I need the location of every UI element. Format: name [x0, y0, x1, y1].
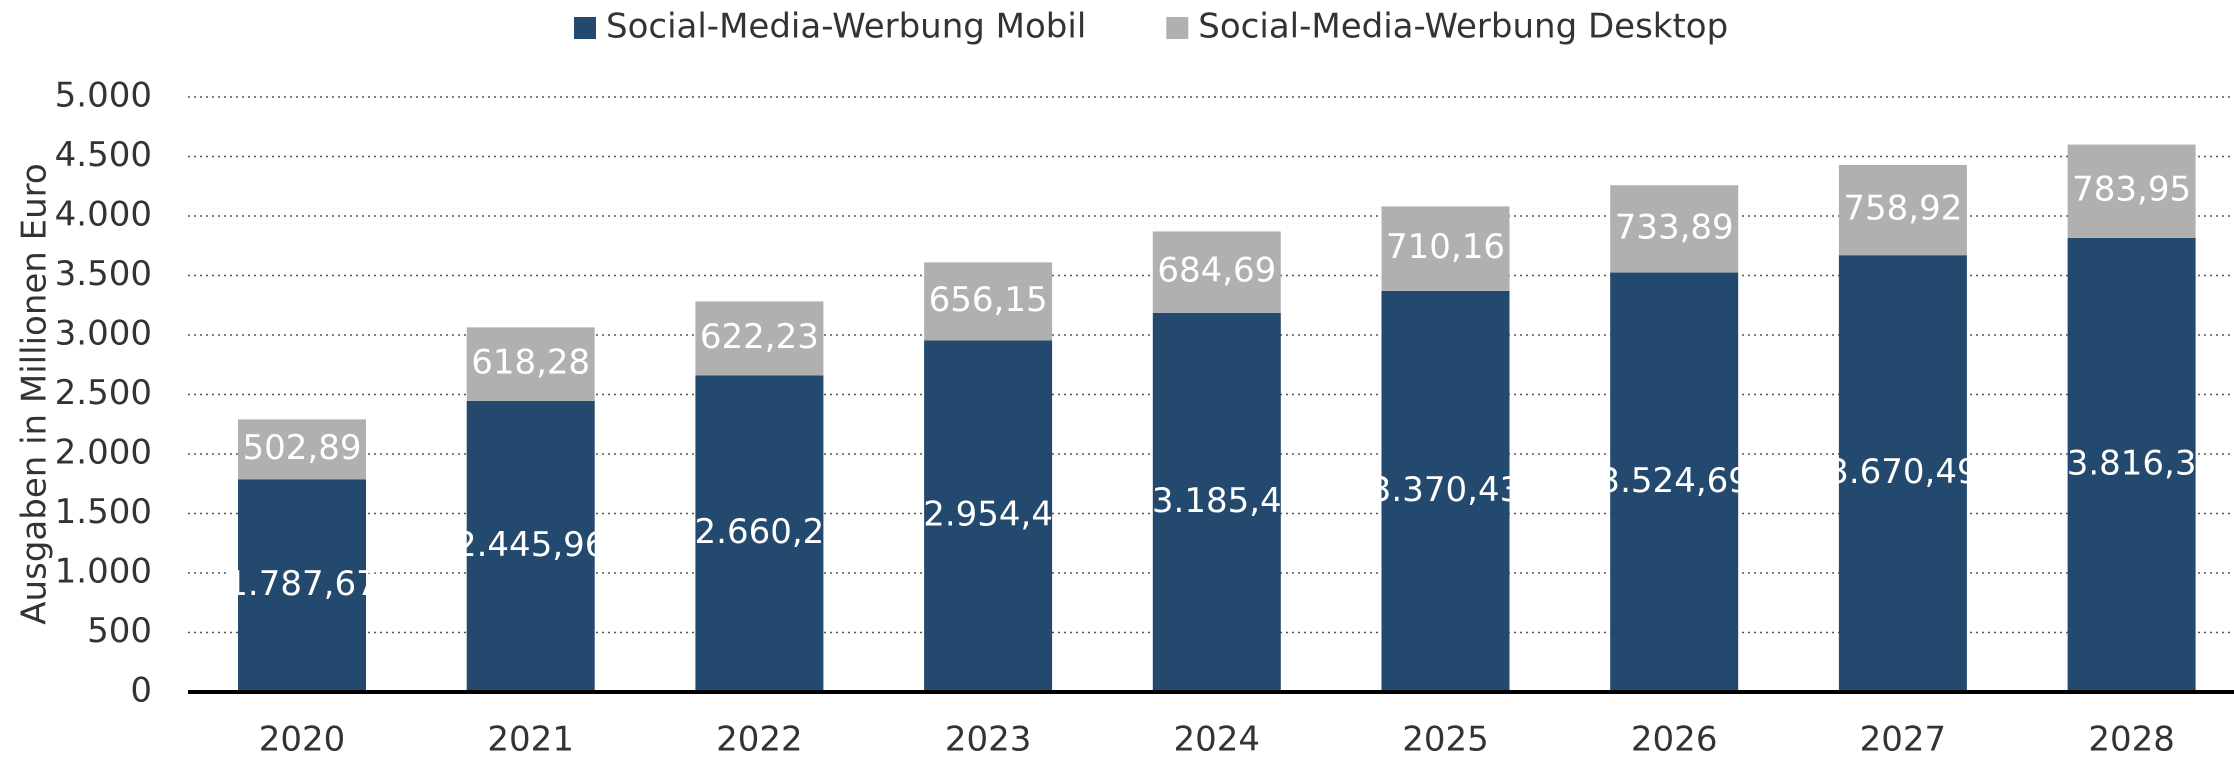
data-label: 733,89 [1615, 207, 1734, 247]
data-label: 684,69 [1157, 251, 1276, 291]
data-label: 758,92 [1843, 189, 1962, 229]
data-label: 3.185,4 [1152, 481, 1282, 521]
y-tick-label: 3.000 [55, 314, 152, 354]
bar-segment [238, 419, 366, 480]
legend-label: Social-Media-Werbung Desktop [1198, 7, 1728, 47]
y-tick-label: 4.000 [55, 195, 152, 235]
x-tick-label: 2024 [1174, 720, 1261, 758]
y-tick-label: 1.500 [55, 492, 152, 532]
bar-segment [466, 327, 595, 401]
data-label: 622,23 [700, 317, 819, 357]
y-tick-label: 1.000 [55, 552, 152, 592]
x-tick-label: 2027 [1860, 720, 1947, 758]
data-label: 1.787,67 [226, 564, 377, 604]
data-label: 3.370,43 [1370, 470, 1521, 510]
data-label: 3.524,69 [1598, 461, 1749, 501]
x-tick-label: 2021 [487, 720, 574, 758]
x-tick-label: 2028 [2088, 720, 2175, 758]
y-tick-label: 500 [87, 611, 152, 651]
bar-segment [1610, 272, 1739, 692]
data-label: 656,15 [929, 280, 1048, 320]
bar-segment [238, 479, 366, 692]
bar-segment [924, 262, 1053, 341]
legend-swatch [1166, 17, 1189, 39]
bar-segment [1152, 231, 1281, 313]
y-tick-label: 2.500 [55, 373, 152, 413]
y-tick-label: 3.500 [55, 254, 152, 294]
bar-segment [924, 340, 1053, 692]
data-label: 502,89 [243, 428, 362, 468]
data-label: 618,28 [471, 343, 590, 383]
y-tick-label: 2.000 [55, 433, 152, 473]
x-tick-label: 2022 [716, 720, 803, 758]
bar-segment [1838, 255, 1967, 693]
bar-segment [2067, 237, 2196, 693]
bar-segment [1610, 185, 1739, 273]
bar-segment [2067, 144, 2196, 238]
y-axis-label: Ausgaben in Millionen Euro [15, 163, 55, 624]
bar-segment [1152, 312, 1281, 692]
data-label: 3.816,3 [2067, 443, 2197, 483]
bar-segment [466, 400, 595, 692]
bar-segment [695, 301, 824, 376]
legend-swatch [574, 17, 596, 39]
x-tick-label: 2026 [1631, 720, 1718, 758]
data-label: 783,95 [2072, 170, 2191, 210]
data-label: 2.445,96 [455, 525, 606, 565]
x-tick-label: 2025 [1402, 720, 1489, 758]
y-tick-label: 0 [130, 671, 152, 711]
y-tick-label: 5.000 [55, 76, 152, 116]
data-label: 2.660,2 [695, 512, 825, 552]
legend-label: Social-Media-Werbung Mobil [606, 7, 1086, 47]
x-tick-label: 2020 [259, 720, 346, 758]
y-tick-label: 4.500 [55, 135, 152, 175]
data-label: 2.954,4 [923, 495, 1053, 535]
data-label: 3.670,49 [1827, 452, 1978, 492]
data-label: 710,16 [1386, 227, 1505, 267]
bar-segment [1381, 206, 1510, 291]
bar-segment [1838, 164, 1967, 256]
bar-segment [1381, 290, 1510, 692]
x-tick-label: 2023 [945, 720, 1032, 758]
bar-segment [695, 375, 824, 692]
